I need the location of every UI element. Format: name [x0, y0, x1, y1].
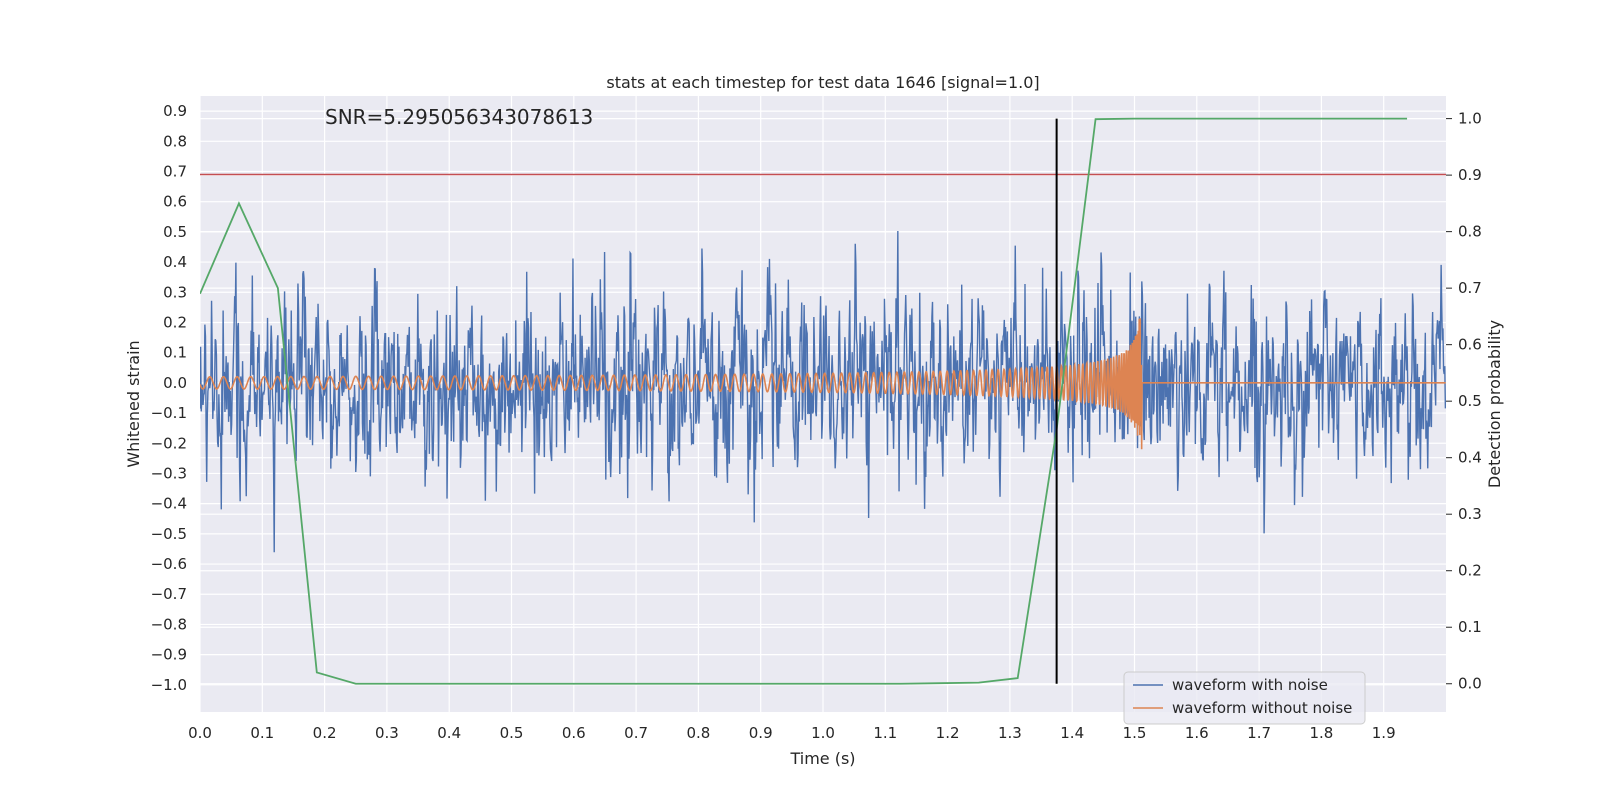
y-left-tick-label: 0.8 [163, 132, 187, 150]
x-tick-label: 1.7 [1247, 724, 1271, 742]
x-tick-label: 0.3 [375, 724, 399, 742]
x-tick-label: 0.6 [562, 724, 586, 742]
y-left-tick-label: 0.5 [163, 223, 187, 241]
y-left-tick-label: 0.7 [163, 162, 187, 180]
x-tick-label: 1.4 [1060, 724, 1084, 742]
y-left-tick-label: 0.2 [163, 313, 187, 331]
y-left-tick-label: −0.9 [151, 646, 187, 664]
y-left-tick-label: 0.3 [163, 283, 187, 301]
y-axis-label-right: Detection probability [1485, 320, 1504, 488]
x-tick-label: 1.9 [1372, 724, 1396, 742]
x-tick-label: 0.5 [500, 724, 524, 742]
y-axis-label-left: Whitened strain [124, 340, 143, 467]
y-right-tick-label: 0.2 [1458, 562, 1482, 580]
y-left-tick-label: −0.3 [151, 464, 187, 482]
y-left-tick-label: −0.7 [151, 585, 187, 603]
y-right-tick-label: 0.0 [1458, 675, 1482, 693]
y-left-tick-label: 0.4 [163, 253, 187, 271]
x-tick-label: 1.0 [811, 724, 835, 742]
y-right-tick-label: 0.4 [1458, 449, 1482, 467]
x-tick-label: 1.6 [1185, 724, 1209, 742]
legend-label-noisy: waveform with noise [1172, 676, 1328, 694]
y-right-tick-label: 0.3 [1458, 505, 1482, 523]
y-left-tick-label: −0.2 [151, 434, 187, 452]
y-left-tick-label: −0.4 [151, 495, 187, 513]
y-left-tick-label: 0.9 [163, 102, 187, 120]
y-left-tick-label: −0.5 [151, 525, 187, 543]
plot-layer [200, 117, 1446, 685]
x-tick-label: 0.7 [624, 724, 648, 742]
y-right-tick-label: 0.8 [1458, 223, 1482, 241]
y-left-tick-label: 0.6 [163, 193, 187, 211]
y-left-tick-label: −0.6 [151, 555, 187, 573]
x-tick-label: 1.5 [1123, 724, 1147, 742]
y-right-tick-label: 0.5 [1458, 392, 1482, 410]
y-left-tick-label: −1.0 [151, 676, 187, 694]
series-detection-probability [200, 117, 1408, 685]
x-tick-label: 0.9 [749, 724, 773, 742]
series-waveform-without-noise [200, 318, 1446, 450]
x-tick-label: 0.4 [437, 724, 461, 742]
x-tick-label: 1.1 [873, 724, 897, 742]
y-right-tick-label: 0.7 [1458, 279, 1482, 297]
series-waveform-with-noise [200, 230, 1446, 553]
chart-title: stats at each timestep for test data 164… [606, 73, 1039, 92]
x-tick-label: 0.8 [686, 724, 710, 742]
axes-layer: 0.0 0.1 0.2 0.3 0.4 0.5 0.6 0.7 0.8 0.9 1.0 1.1 1.2 1… [151, 102, 1482, 742]
x-tick-label: 0.1 [250, 724, 274, 742]
y-left-tick-label: 0.0 [163, 374, 187, 392]
legend: waveform with noise waveform without noi… [1123, 671, 1366, 725]
x-tick-label: 1.8 [1309, 724, 1333, 742]
y-right-tick-label: 0.1 [1458, 618, 1482, 636]
y-left-tick-label: −0.8 [151, 615, 187, 633]
y-right-tick-label: 1.0 [1458, 110, 1482, 128]
x-tick-label: 1.3 [998, 724, 1022, 742]
x-tick-label: 0.0 [188, 724, 212, 742]
x-tick-label: 0.2 [313, 724, 337, 742]
snr-annotation: SNR=5.295056343078613 [325, 105, 593, 129]
y-right-tick-label: 0.6 [1458, 336, 1482, 354]
grid [199, 96, 1446, 712]
x-tick-label: 1.2 [936, 724, 960, 742]
y-right-tick-label: 0.9 [1458, 166, 1482, 184]
y-left-tick-label: 0.1 [163, 344, 187, 362]
legend-label-clean: waveform without noise [1172, 699, 1352, 717]
y-left-tick-label: −0.1 [151, 404, 187, 422]
x-axis-label: Time (s) [789, 749, 855, 768]
legend-box [1123, 671, 1366, 725]
